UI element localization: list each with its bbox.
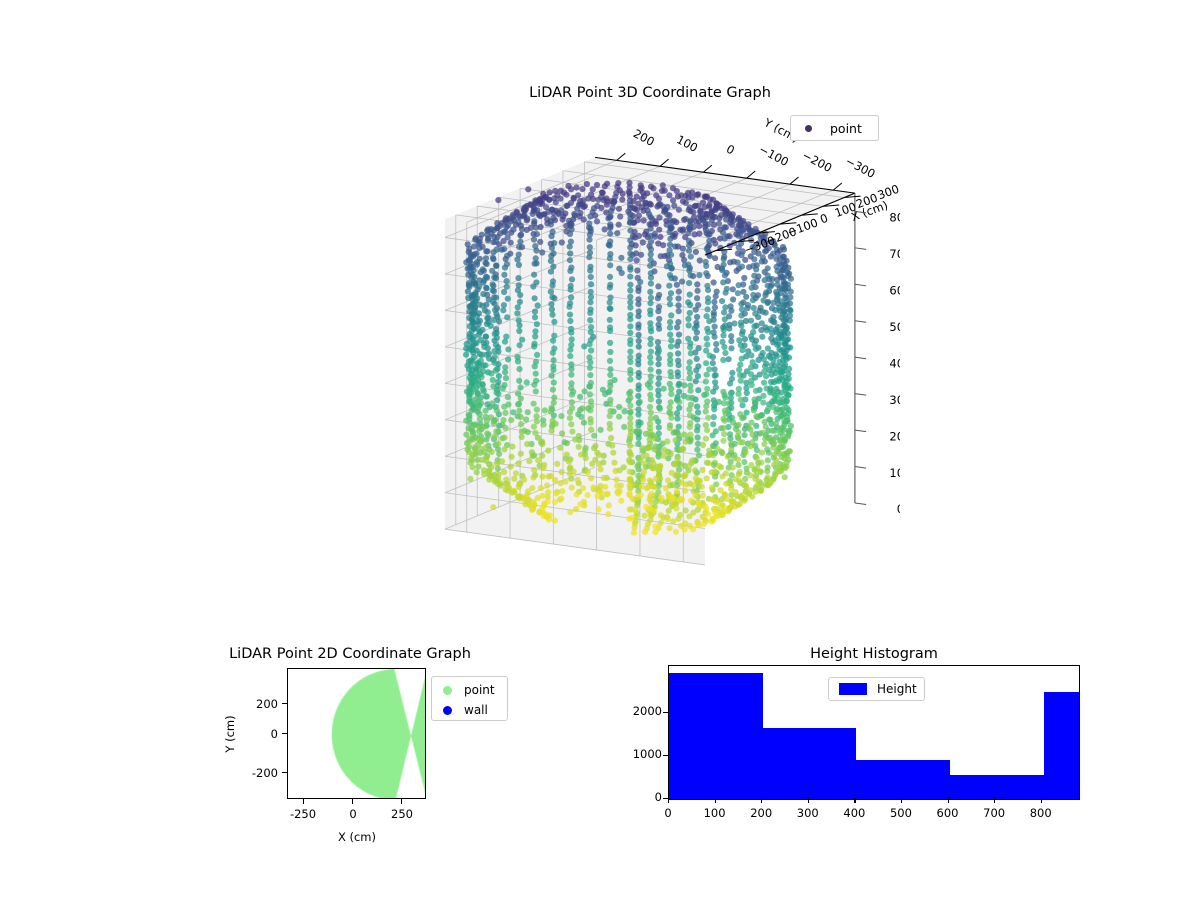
svg-text:400: 400: [889, 356, 900, 370]
svg-text:800: 800: [889, 211, 900, 225]
histogram-ytick-label: 1000: [632, 747, 662, 762]
svg-text:−200: −200: [800, 148, 834, 175]
plot2d-yaxis-label: Y (cm): [223, 715, 237, 753]
xtick-label-0: 0: [349, 807, 357, 821]
legend-label-height: Height: [877, 682, 917, 696]
height-swatch-icon: [839, 683, 867, 695]
histogram-xtick: [900, 798, 903, 803]
histogram-xtick-label: 400: [843, 806, 866, 820]
plot2d-legend: point wall: [431, 676, 508, 721]
histogram-bar: [950, 774, 1045, 799]
histogram-ytick-label: 0: [654, 790, 662, 804]
svg-text:200: 200: [631, 126, 657, 149]
lidar-2d-axes[interactable]: [287, 668, 426, 799]
histogram-xtick: [807, 798, 809, 803]
point-marker-icon: [805, 124, 812, 132]
histogram-bar: [669, 672, 763, 799]
wall-marker-icon: [443, 705, 452, 715]
plot2d-title: LiDAR Point 2D Coordinate Graph: [229, 646, 471, 662]
histogram-legend: Height: [828, 677, 925, 701]
histogram-xtick-label: 500: [889, 806, 912, 820]
histogram-xtick-label: 100: [703, 806, 726, 820]
tick-y-neg200: [282, 772, 287, 774]
svg-text:0: 0: [818, 211, 830, 227]
histogram-xtick: [1040, 798, 1042, 803]
histogram-xtick: [668, 798, 670, 803]
svg-text:300: 300: [876, 182, 900, 203]
legend-row-point: point: [438, 680, 501, 700]
ytick-label-0: 0: [270, 727, 278, 741]
ytick-label-neg200: -200: [251, 766, 278, 780]
histogram-ytick: [663, 755, 668, 757]
tick-x-250: [401, 799, 403, 804]
ytick-label-200: 200: [256, 697, 278, 711]
legend-row-wall: wall: [438, 700, 501, 720]
svg-text:100: 100: [889, 466, 900, 480]
svg-text:700: 700: [889, 247, 900, 261]
plot3d-title: LiDAR Point 3D Coordinate Graph: [529, 85, 771, 101]
histogram-bar: [1044, 691, 1079, 799]
histogram-xtick: [761, 798, 763, 803]
svg-text:500: 500: [889, 320, 900, 334]
svg-text:300: 300: [889, 393, 900, 407]
xtick-label-neg250: -250: [289, 807, 317, 821]
lidar-3d-axes[interactable]: −300 −200 −100 0 100 200 300 X (cm) 200 100 0 −100−…: [400, 105, 900, 650]
histogram-xtick-label: 300: [796, 806, 819, 820]
histogram-xtick: [854, 798, 856, 803]
tick-y-0: [282, 733, 287, 735]
histogram-xtick-label: 0: [664, 806, 672, 820]
plot2d-xaxis-label: X (cm): [337, 830, 377, 844]
histogram-bar: [762, 728, 857, 799]
lidar-2d-pointcloud: [288, 669, 425, 798]
svg-text:0: 0: [897, 502, 900, 516]
plot3d-legend: point: [790, 115, 879, 141]
svg-text:100: 100: [674, 132, 700, 155]
tick-x-0: [352, 799, 354, 804]
histogram-xtick-label: 200: [750, 806, 773, 820]
tick-y-200: [282, 703, 287, 705]
svg-text:−300: −300: [843, 154, 877, 181]
histogram-bar: [856, 759, 951, 799]
svg-text:−100: −100: [757, 142, 791, 169]
legend-label-wall: wall: [464, 703, 488, 717]
histogram-ytick-label: 2000: [632, 704, 662, 719]
point-cloud-3d: [463, 179, 794, 536]
svg-text:200: 200: [889, 429, 900, 443]
tick-x-neg250: [303, 799, 305, 804]
svg-text:600: 600: [889, 284, 900, 298]
histogram-xtick-label: 600: [936, 806, 959, 820]
histogram-xtick-label: 800: [1029, 806, 1052, 820]
histogram-xtick: [714, 798, 716, 803]
legend-label-point: point: [830, 120, 862, 136]
legend-label-point: point: [464, 683, 495, 697]
svg-text:0: 0: [724, 142, 737, 158]
point-marker-icon: [443, 685, 452, 695]
histogram-xtick: [947, 798, 949, 803]
histogram-ytick: [663, 798, 668, 800]
histogram-xtick-label: 700: [983, 806, 1006, 820]
histogram-ytick: [663, 712, 668, 714]
histogram-title: Height Histogram: [810, 646, 938, 662]
xtick-label-250: 250: [391, 807, 413, 821]
histogram-xtick: [994, 798, 996, 803]
